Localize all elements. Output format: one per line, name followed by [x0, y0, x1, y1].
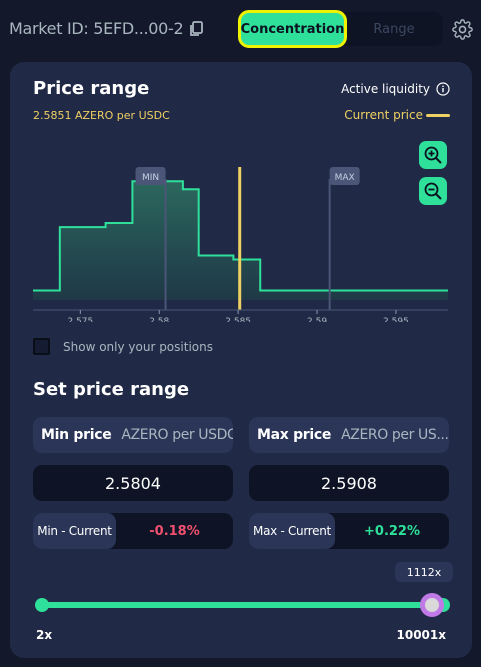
- max-marker-flag: MAX: [329, 167, 360, 185]
- set-price-range-title: Set price range: [33, 379, 190, 400]
- max-price-label: Max price AZERO per US...: [249, 417, 449, 453]
- x-tick-label-2: 2.585: [225, 317, 251, 322]
- zoom-in-button[interactable]: [419, 141, 447, 169]
- min-current-diff: Min - Current -0.18%: [33, 513, 233, 549]
- x-tick-label-1: 2.58: [149, 317, 169, 322]
- concentration-slider-thumb[interactable]: [420, 593, 444, 617]
- max-marker-label: MAX: [335, 173, 355, 183]
- current-price-text: 2.5851 AZERO per USDC: [33, 109, 170, 122]
- x-tick-label-0: 2.575: [67, 317, 93, 322]
- slider-thumb-inner: [425, 598, 439, 612]
- active-liquidity-label: Active liquidity: [341, 82, 430, 96]
- info-icon[interactable]: [436, 82, 450, 96]
- price-range-title: Price range: [33, 78, 150, 99]
- gear-icon[interactable]: [452, 19, 473, 40]
- liquidity-bar-6: [233, 260, 260, 301]
- min-marker-bg: [135, 167, 166, 185]
- liquidity-bar-3: [132, 181, 182, 300]
- copy-icon[interactable]: [189, 20, 204, 37]
- min-price-unit: AZERO per USDC: [121, 427, 233, 443]
- slider-start-dot: [35, 598, 49, 612]
- show-positions-label: Show only your positions: [63, 339, 213, 354]
- max-price-unit: AZERO per US...: [341, 427, 449, 443]
- slider-min-label: 2x: [36, 628, 53, 642]
- max-current-label: Max - Current: [249, 513, 335, 549]
- show-positions-checkbox[interactable]: [33, 338, 50, 355]
- liquidity-bar-5: [199, 255, 234, 300]
- min-marker-label: MIN: [142, 173, 159, 183]
- mode-tabs: Concentration Range: [238, 10, 443, 48]
- market-id: Market ID: 5EFD...00-2: [9, 19, 204, 38]
- liquidity-bar-4: [183, 189, 199, 300]
- max-price-input[interactable]: 2.5908: [249, 465, 449, 501]
- concentration-value-badge: 1112x: [395, 562, 453, 582]
- active-liquidity: Active liquidity: [341, 82, 450, 96]
- liquidity-bar-0: [33, 291, 60, 300]
- price-range-panel: Price range 2.5851 AZERO per USDC Active…: [10, 62, 472, 658]
- tab-concentration[interactable]: Concentration: [238, 10, 347, 48]
- tab-range[interactable]: Range: [373, 21, 415, 37]
- x-tick-label-4: 2.595: [383, 317, 409, 322]
- min-current-value: -0.18%: [149, 523, 200, 539]
- current-price-legend: Current price: [344, 108, 450, 122]
- liquidity-bar-2: [106, 223, 133, 300]
- slider-max-label: 10001x: [396, 628, 447, 642]
- max-current-value: +0.22%: [364, 523, 420, 539]
- max-marker-bg: [329, 167, 360, 185]
- legend-line: [426, 113, 450, 117]
- top-bar: Market ID: 5EFD...00-2 Concentration Ran…: [0, 0, 481, 58]
- min-marker-flag: MIN: [135, 167, 166, 185]
- max-current-diff: Max - Current +0.22%: [249, 513, 449, 549]
- liquidity-bar-7: [260, 291, 448, 300]
- liquidity-bar-1: [60, 227, 106, 300]
- liquidity-chart[interactable]: MIN MAX 2.575 2.58 2.585 2.59 2.595: [33, 157, 448, 322]
- min-price-title: Min price: [41, 427, 112, 443]
- liquidity-area: [33, 181, 448, 300]
- concentration-slider-track[interactable]: [42, 602, 444, 608]
- min-price-input[interactable]: 2.5804: [33, 465, 233, 501]
- max-price-title: Max price: [257, 427, 332, 443]
- x-tick-label-3: 2.59: [307, 317, 327, 322]
- zoom-out-icon: [424, 182, 442, 200]
- min-current-label: Min - Current: [33, 513, 116, 549]
- min-price-label: Min price AZERO per USDC: [33, 417, 233, 453]
- liquidity-line: [33, 180, 448, 292]
- market-id-text: Market ID: 5EFD...00-2: [9, 19, 184, 38]
- current-price-legend-label: Current price: [344, 108, 423, 122]
- show-positions-toggle[interactable]: Show only your positions: [33, 338, 213, 355]
- zoom-in-icon: [424, 146, 442, 164]
- zoom-out-button[interactable]: [419, 177, 447, 205]
